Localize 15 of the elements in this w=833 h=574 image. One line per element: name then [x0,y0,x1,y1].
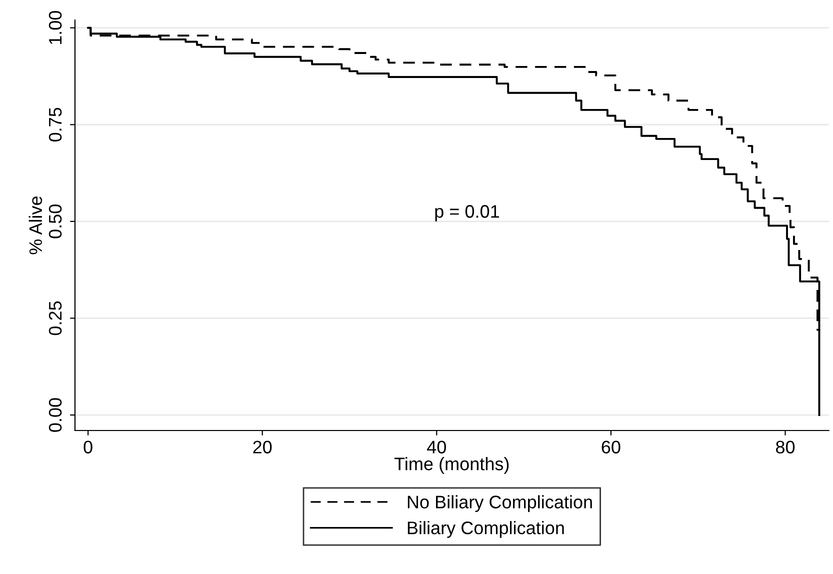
x-tick-label: 20 [253,440,272,454]
x-tick-label: 0 [84,440,92,454]
y-tick-label: 0.50 [48,204,62,238]
y-tick-label: 1.00 [48,10,62,44]
x-tick-label: 80 [776,440,795,454]
annotation: p = 0.01 [435,205,499,222]
x-tick-label: 60 [602,440,620,454]
x-tick-label: 40 [427,440,446,454]
y-tick-label: 0.25 [48,301,62,336]
y-tick-label: 0.00 [48,398,62,432]
y-axis-title: % Alive [28,196,42,254]
x-axis-title: Time (months) [394,457,509,474]
y-tick-label: 0.75 [48,108,62,142]
legend-label: No Biliary Complication [408,495,592,512]
legend-label: Biliary Complication [408,521,564,538]
